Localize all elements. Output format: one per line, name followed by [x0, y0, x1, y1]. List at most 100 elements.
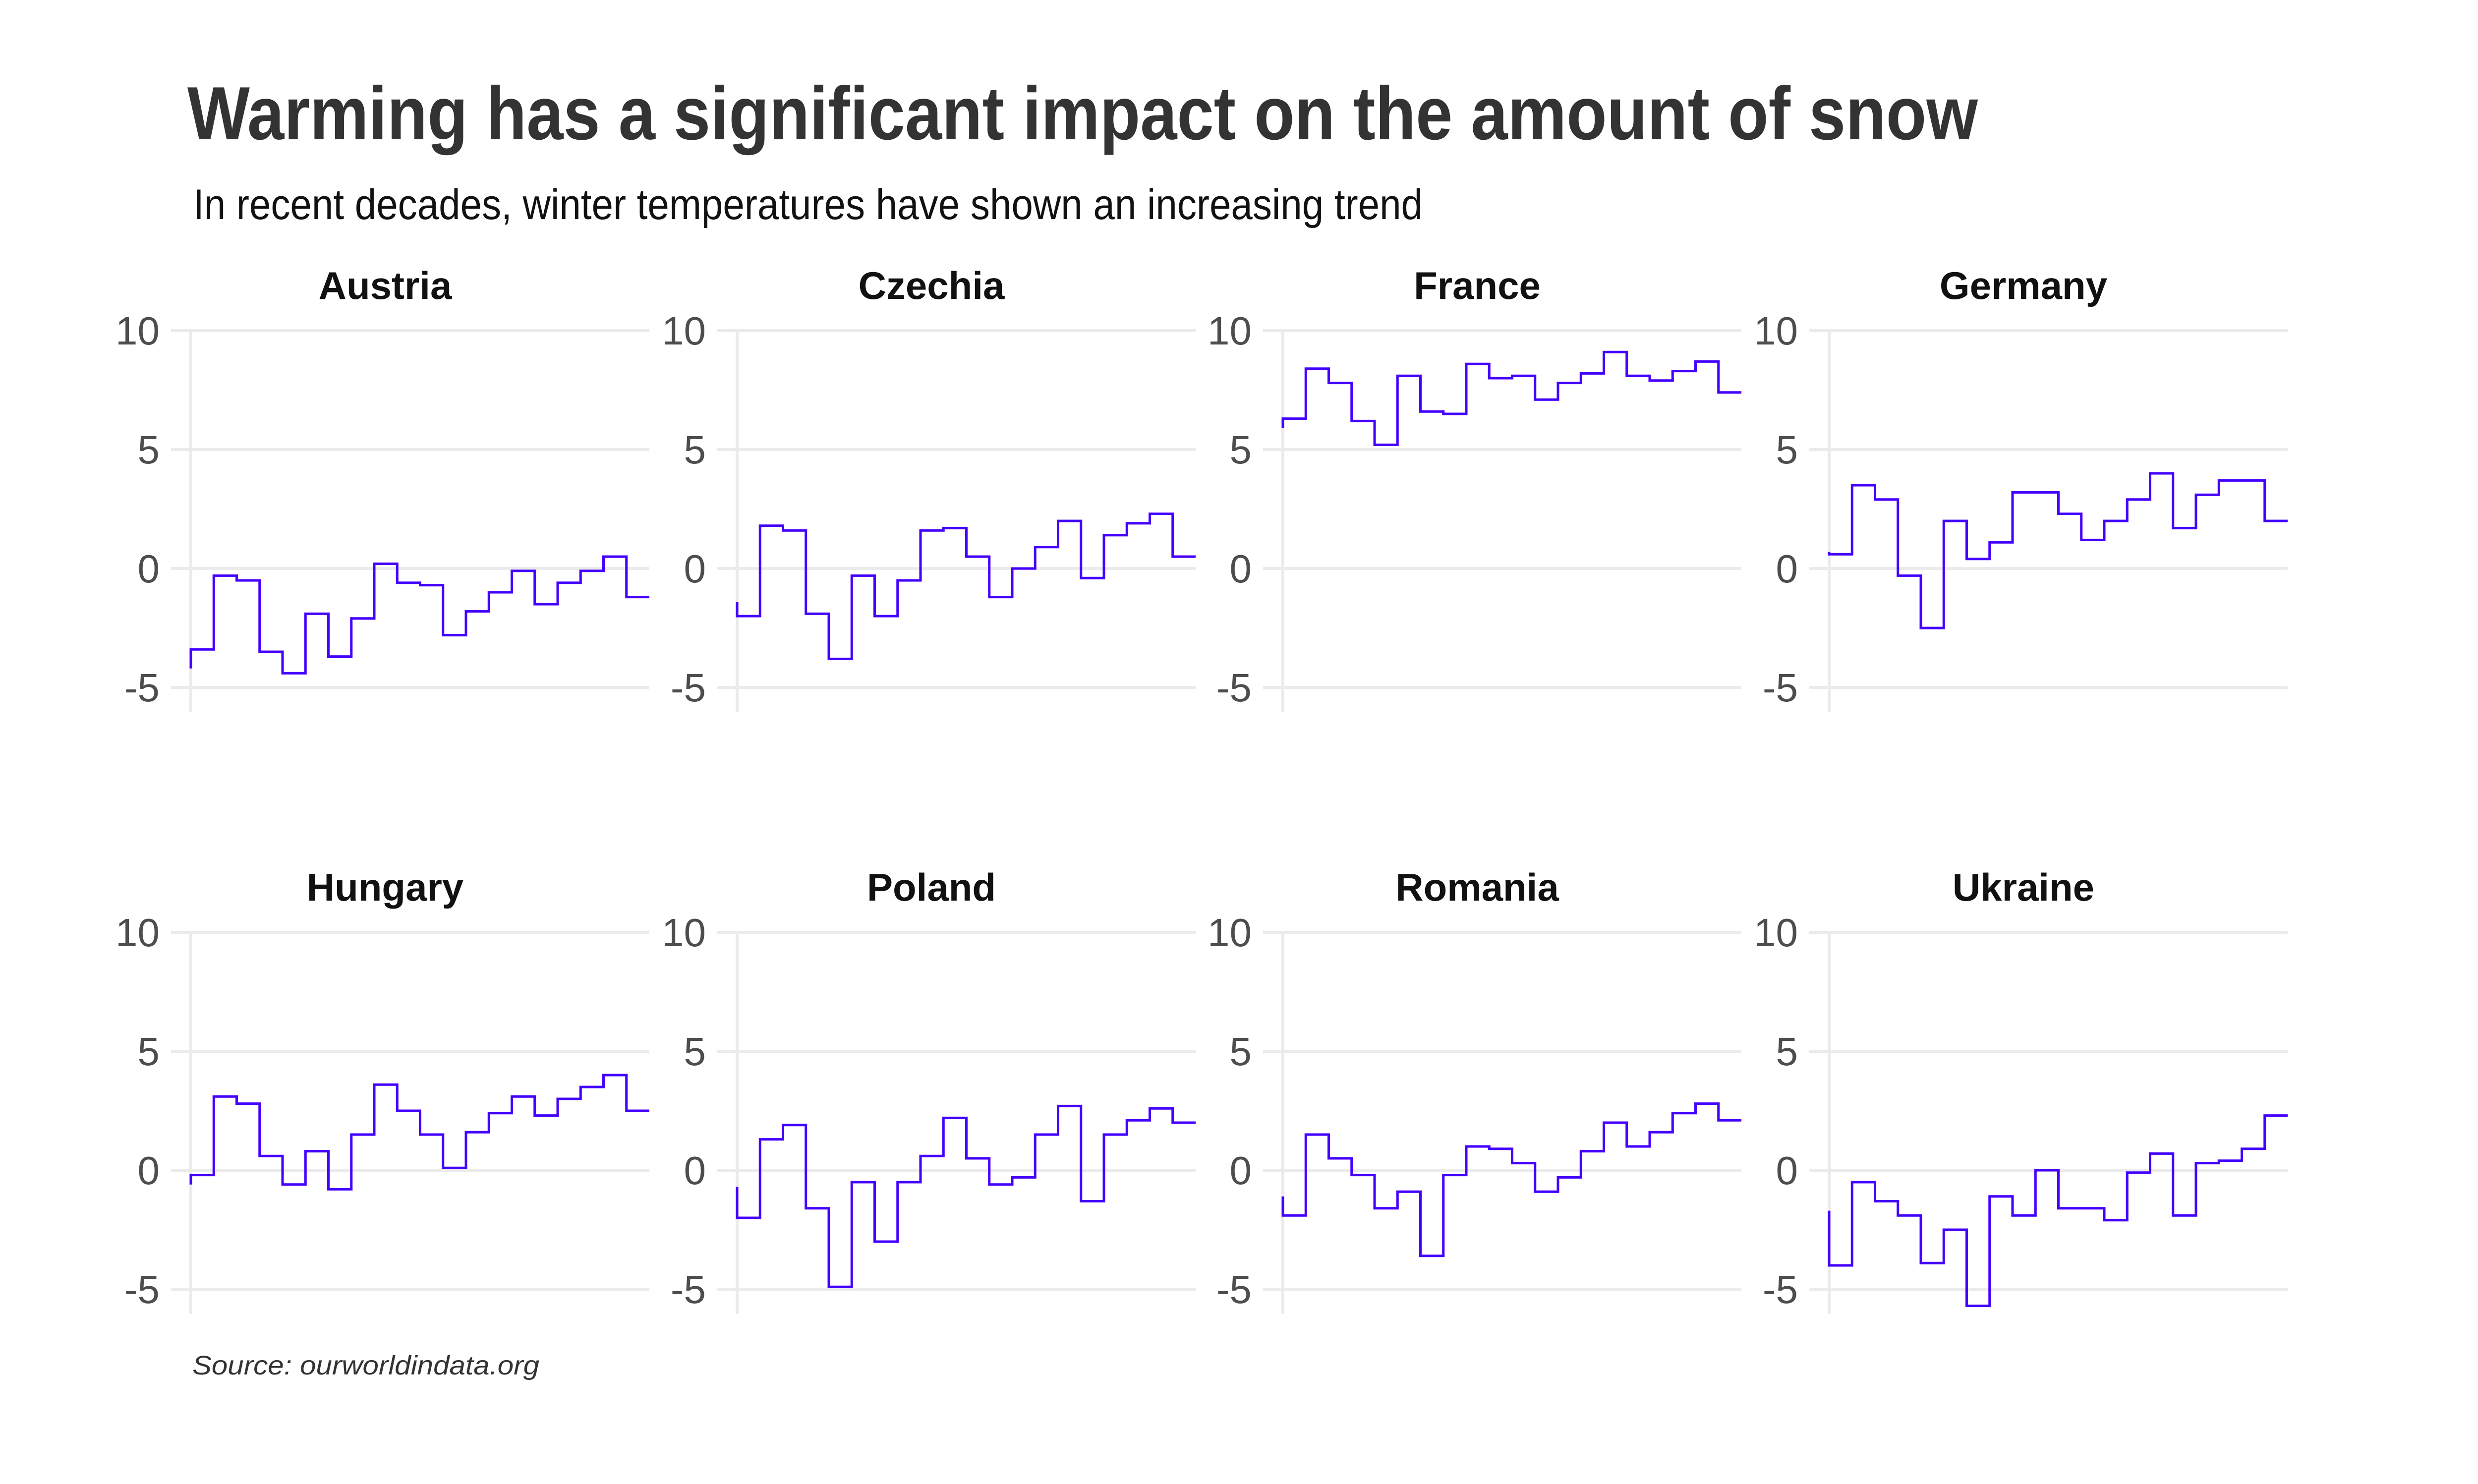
y-tick-label: 10 — [115, 309, 160, 353]
panel-germany: 10 5 0 -5 Germany — [1754, 264, 2288, 712]
data-point — [476, 1131, 478, 1133]
data-point — [1862, 484, 1864, 486]
data-point — [1954, 1229, 1956, 1231]
data-point — [1293, 418, 1295, 420]
data-point — [1454, 413, 1456, 415]
panel-title: Romania — [1395, 865, 1559, 909]
y-tick-label: 0 — [684, 1148, 706, 1193]
data-point — [1385, 1207, 1387, 1209]
y-tick-label: 5 — [1230, 1029, 1252, 1074]
data-point — [247, 1103, 249, 1105]
data-point — [1614, 1122, 1616, 1124]
data-point — [1908, 1214, 1910, 1216]
data-point — [1977, 1305, 1979, 1307]
panel-title: Hungary — [307, 865, 463, 909]
data-point — [1729, 392, 1731, 394]
data-point — [339, 1188, 341, 1190]
y-tick-label: -5 — [1763, 666, 1798, 710]
data-point — [2137, 1172, 2139, 1174]
data-point — [1660, 380, 1662, 382]
data-point — [1431, 1255, 1433, 1257]
data-point — [614, 1074, 616, 1076]
data-point — [885, 615, 887, 617]
chart-subtitle: In recent decades, winter temperatures h… — [193, 181, 1423, 228]
data-point — [224, 574, 226, 576]
data-point — [1499, 377, 1501, 379]
data-point — [1114, 534, 1116, 536]
data-point — [1183, 556, 1185, 558]
data-point — [1408, 1191, 1410, 1193]
data-point — [2115, 1219, 2117, 1221]
data-point — [1092, 577, 1094, 579]
step-line-romania — [1281, 1102, 1741, 1257]
panel-title: Poland — [867, 865, 996, 909]
data-point — [1840, 1264, 1842, 1266]
panel-title: Austria — [319, 264, 452, 307]
y-tick-label: 10 — [1208, 309, 1252, 353]
data-point — [316, 1150, 318, 1152]
data-point — [908, 579, 910, 581]
data-point — [2252, 1148, 2254, 1150]
y-tick-label: 10 — [1208, 911, 1252, 955]
data-point — [1862, 1181, 1864, 1183]
data-point — [1023, 568, 1025, 570]
data-point — [1568, 1176, 1570, 1178]
panel-title: Czechia — [859, 264, 1005, 307]
data-point — [2069, 513, 2071, 515]
data-point — [2206, 494, 2208, 496]
data-point — [1316, 1134, 1318, 1136]
data-point — [1931, 627, 1933, 629]
data-point — [247, 579, 249, 581]
data-point — [1316, 368, 1318, 370]
y-tick-label: -5 — [671, 1267, 706, 1312]
data-point — [316, 613, 318, 615]
data-point — [454, 634, 456, 636]
y-tick-label: 10 — [1754, 309, 1798, 353]
data-point — [522, 1095, 524, 1097]
data-point — [770, 525, 772, 527]
data-point — [1000, 596, 1002, 598]
data-point — [1614, 351, 1616, 353]
y-tick-label: 0 — [1230, 547, 1252, 591]
data-point — [2000, 541, 2002, 543]
data-point — [499, 1112, 501, 1114]
data-point — [954, 1117, 956, 1119]
data-point — [1339, 1157, 1341, 1159]
data-point — [454, 1167, 456, 1169]
data-point — [1408, 375, 1410, 377]
data-point — [2092, 1207, 2094, 1209]
panel-ukraine: 10 5 0 -5 Ukraine — [1754, 865, 2288, 1314]
y-tick-label: -5 — [124, 666, 160, 710]
data-point — [407, 1110, 409, 1112]
step-line-poland — [736, 1104, 1196, 1288]
small-multiples-grid: 1050-5Austria1050-5Czechia1050-5France10… — [115, 264, 2288, 1314]
data-point — [2069, 1207, 2071, 1209]
y-tick-label: -5 — [1216, 1267, 1252, 1312]
data-point — [1362, 1174, 1364, 1176]
y-tick-label: 0 — [1776, 1148, 1798, 1193]
data-point — [1886, 499, 1888, 501]
data-point — [1706, 1103, 1708, 1105]
y-tick-label: 10 — [662, 309, 706, 353]
data-point — [201, 1174, 203, 1176]
data-point — [1339, 382, 1341, 384]
data-point — [293, 672, 295, 674]
data-point — [1114, 1134, 1116, 1136]
data-point — [568, 1098, 570, 1100]
data-point — [1546, 1191, 1548, 1193]
y-tick-label: 5 — [1776, 428, 1798, 472]
data-point — [1045, 1134, 1047, 1136]
data-point — [1431, 410, 1433, 412]
data-point — [2046, 491, 2048, 493]
data-point — [1160, 1107, 1162, 1109]
data-point — [1160, 513, 1162, 515]
data-point — [591, 570, 593, 572]
data-point — [431, 1134, 433, 1136]
data-point — [885, 1241, 887, 1243]
panel-romania: 10 5 0 -5 Romania — [1208, 865, 1741, 1314]
data-point — [1000, 1184, 1002, 1186]
data-point — [794, 1124, 796, 1126]
data-point — [637, 596, 639, 598]
panel-hungary: 10 5 0 -5 Hungary — [115, 865, 649, 1314]
